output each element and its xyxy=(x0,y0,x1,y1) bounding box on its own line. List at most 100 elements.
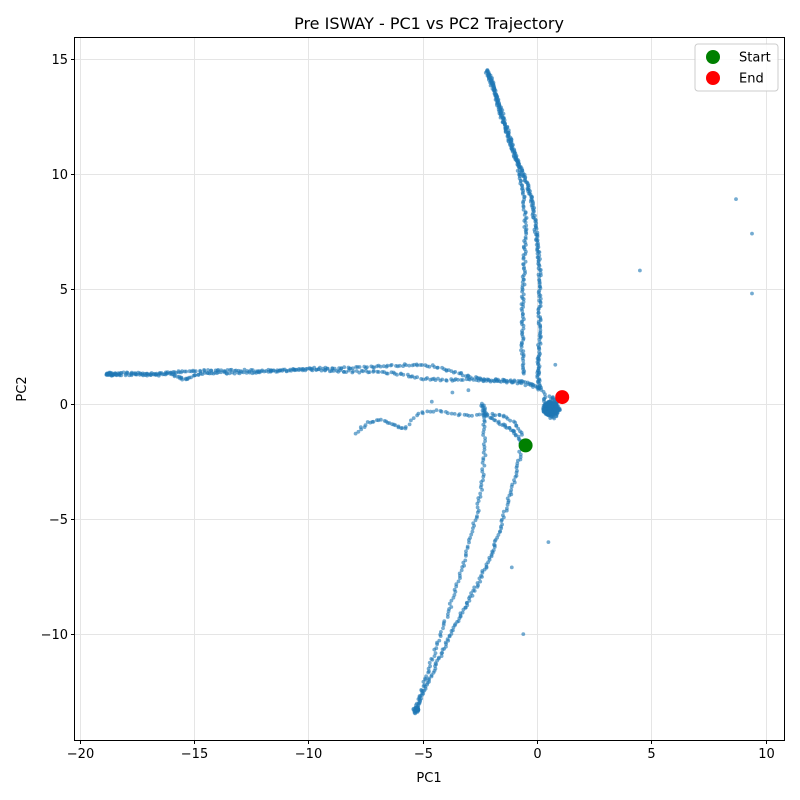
trajectory-point xyxy=(521,262,526,267)
trajectory-point xyxy=(412,708,416,713)
trajectory-point xyxy=(543,392,547,397)
trajectory-point xyxy=(416,411,421,416)
x-tick-label: −20 xyxy=(67,747,94,762)
trajectory-point xyxy=(521,205,526,209)
trajectory-point xyxy=(538,325,543,330)
trajectory-point xyxy=(750,291,754,296)
trajectory-point xyxy=(547,403,552,408)
trajectory-point xyxy=(503,122,507,127)
trajectory-point xyxy=(488,379,493,384)
trajectory-point xyxy=(478,491,483,496)
trajectory-point xyxy=(477,576,482,581)
trajectory-point xyxy=(520,308,525,313)
trajectory-point xyxy=(472,589,477,593)
trajectory-point xyxy=(508,418,513,423)
trajectory-point xyxy=(497,413,502,418)
trajectory-point xyxy=(546,540,551,544)
trajectory-point xyxy=(465,546,470,550)
trajectory-point xyxy=(524,231,529,236)
trajectory-point xyxy=(458,576,462,580)
trajectory-point xyxy=(517,449,522,454)
x-axis-title: PC1 xyxy=(416,771,441,786)
trajectory-point xyxy=(496,419,501,424)
trajectory-point xyxy=(477,412,482,417)
trajectory-point xyxy=(552,401,557,406)
trajectory-point xyxy=(385,371,390,376)
trajectory-point xyxy=(467,540,471,545)
y-axis-title: PC2 xyxy=(15,376,30,401)
trajectory-point xyxy=(376,370,381,374)
trajectory-point xyxy=(499,526,504,531)
trajectory-point xyxy=(514,470,519,475)
trajectory-point xyxy=(507,426,512,430)
trajectory-point xyxy=(119,373,124,378)
trajectory-point xyxy=(446,612,450,617)
trajectory-point xyxy=(444,378,449,383)
trajectory-point xyxy=(300,368,305,373)
trajectory-point xyxy=(521,192,525,196)
trajectory-point xyxy=(446,609,451,614)
trajectory-point xyxy=(514,424,519,428)
trajectory-point xyxy=(537,347,542,352)
trajectory-point xyxy=(495,379,500,383)
trajectory-point xyxy=(479,480,484,484)
trajectory-point xyxy=(470,413,474,418)
trajectory-point xyxy=(449,411,454,416)
trajectory-point xyxy=(516,426,521,431)
trajectory-point xyxy=(400,426,405,430)
trajectory-point xyxy=(371,419,376,424)
trajectory-point xyxy=(441,623,446,627)
trajectory-point xyxy=(351,366,355,371)
trajectory-point xyxy=(421,377,425,382)
trajectory-point xyxy=(310,368,315,373)
trajectory-point xyxy=(513,475,518,479)
trajectory-point xyxy=(481,458,486,462)
trajectory-point xyxy=(425,376,429,380)
trajectory-point xyxy=(446,411,450,416)
trajectory-point xyxy=(428,409,433,414)
trajectory-point xyxy=(464,549,468,554)
end-marker xyxy=(555,390,570,405)
trajectory-point xyxy=(547,394,552,399)
trajectory-point xyxy=(547,400,552,405)
trajectory-point xyxy=(124,372,129,376)
trajectory-point xyxy=(473,518,478,523)
trajectory-point xyxy=(403,425,408,429)
trajectory-point xyxy=(415,375,419,380)
trajectory-point xyxy=(206,368,210,372)
trajectory-point xyxy=(397,363,402,368)
trajectory-point xyxy=(467,413,471,418)
trajectory-point xyxy=(483,436,487,441)
trajectory-point xyxy=(483,453,488,458)
trajectory-point xyxy=(531,385,535,389)
trajectory-point xyxy=(482,447,487,452)
legend-swatch-start xyxy=(706,50,720,64)
y-tick-label: 10 xyxy=(51,168,68,183)
trajectory-point xyxy=(395,372,399,377)
trajectory-point xyxy=(184,369,189,374)
trajectory-point xyxy=(480,460,485,465)
trajectory-point xyxy=(449,598,454,603)
trajectory-point xyxy=(481,474,486,479)
trajectory-point xyxy=(441,626,445,631)
trajectory-point xyxy=(475,510,480,515)
trajectory-point xyxy=(638,268,642,273)
trajectory-point xyxy=(440,647,445,652)
trajectory-point xyxy=(521,253,526,257)
trajectory-point xyxy=(323,368,328,372)
y-tick-label: −10 xyxy=(41,628,68,643)
trajectory-point xyxy=(734,197,738,202)
trajectory-point xyxy=(536,307,541,312)
trajectory-point xyxy=(481,450,486,455)
trajectory-point xyxy=(504,380,509,385)
trajectory-point xyxy=(427,660,432,665)
axis-ticks: −20 −15 −10 −5 0 5 10 −10 −5 0 5 10 15 xyxy=(41,53,775,762)
trajectory-point xyxy=(464,554,468,558)
trajectory-point xyxy=(244,371,249,375)
trajectory-point xyxy=(456,579,461,584)
trajectory-point xyxy=(520,432,524,437)
trajectory-point xyxy=(521,201,525,205)
trajectory-point xyxy=(537,274,542,279)
trajectory-point xyxy=(482,463,487,468)
